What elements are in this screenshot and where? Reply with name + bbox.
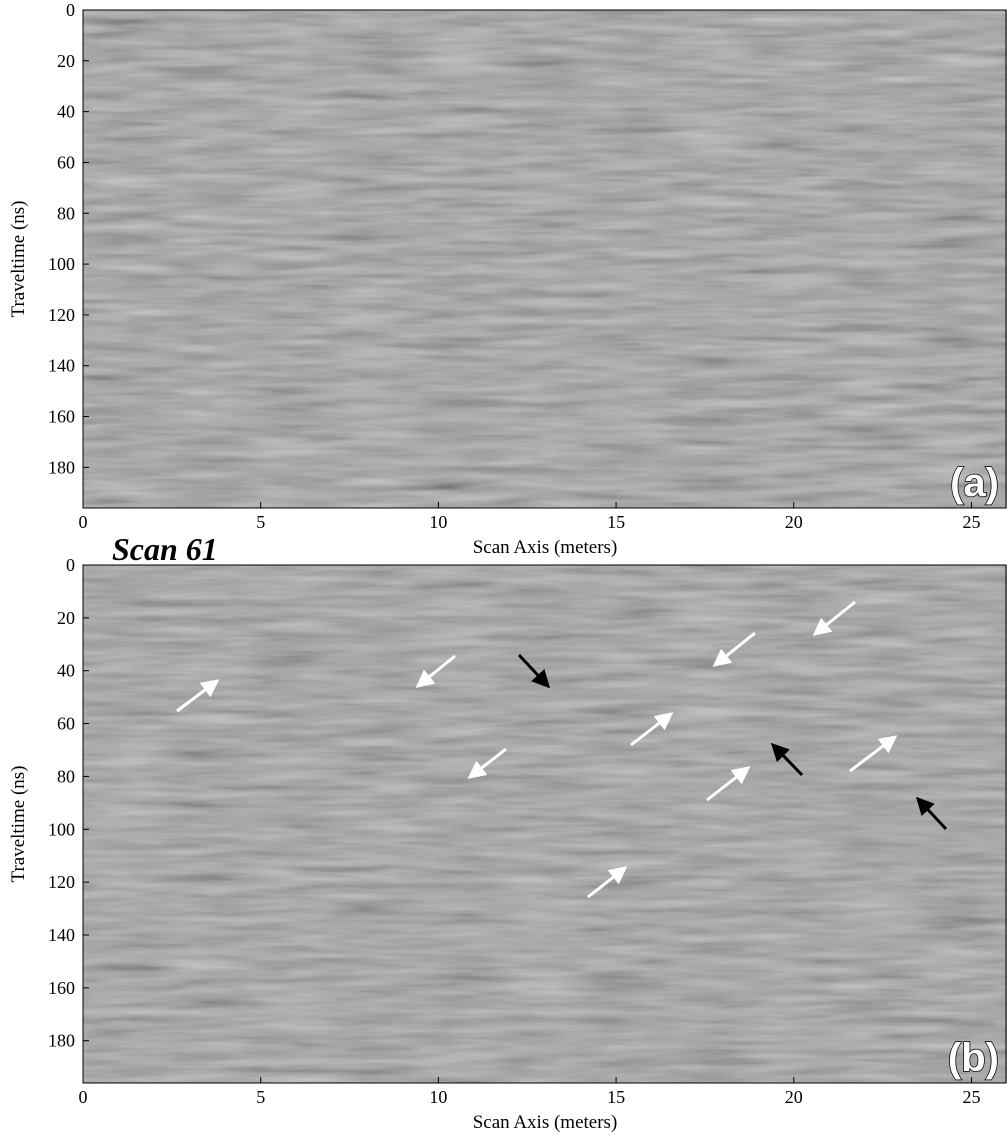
x-tick-label: 20 <box>785 1087 803 1107</box>
y-axis-label: Traveltime (ns) <box>8 766 29 883</box>
y-tick-label: 120 <box>48 872 75 892</box>
y-tick-label: 0 <box>66 555 75 575</box>
arrow <box>915 796 948 831</box>
panel-label: (a) <box>950 461 999 505</box>
arrow <box>706 766 751 802</box>
arrow <box>630 712 674 747</box>
y-tick-label: 60 <box>57 714 75 734</box>
y-tick-label: 0 <box>66 0 75 20</box>
x-tick-label: 15 <box>607 1087 625 1107</box>
x-tick-label: 20 <box>785 512 803 532</box>
y-tick-label: 100 <box>48 254 75 274</box>
arrow <box>770 742 804 777</box>
arrow <box>812 600 856 636</box>
y-tick-label: 140 <box>48 925 75 945</box>
y-tick-label: 40 <box>57 661 75 681</box>
y-tick-label: 80 <box>57 766 75 786</box>
y-axis-label: Traveltime (ns) <box>8 201 29 318</box>
y-tick-label: 180 <box>48 1031 75 1051</box>
scan-annotation: Scan 61 <box>112 531 218 567</box>
x-tick-label: 0 <box>79 1087 88 1107</box>
y-tick-label: 120 <box>48 305 75 325</box>
y-tick-label: 180 <box>48 457 75 477</box>
arrow <box>415 654 456 688</box>
arrow <box>712 631 756 667</box>
arrow <box>849 735 898 773</box>
y-tick-label: 160 <box>48 978 75 998</box>
radargram-texture <box>83 10 1007 508</box>
y-tick-label: 100 <box>48 819 75 839</box>
axes-frame <box>82 564 1007 1084</box>
arrow <box>517 653 551 689</box>
y-tick-label: 160 <box>48 407 75 427</box>
axes-frame <box>82 9 1007 509</box>
panel-label: (b) <box>948 1036 999 1080</box>
x-axis-label: Scan Axis (meters) <box>473 537 618 558</box>
arrow <box>587 866 628 899</box>
y-tick-label: 80 <box>57 203 75 223</box>
y-tick-label: 20 <box>57 608 75 628</box>
radargram-texture <box>83 565 1007 1083</box>
x-tick-label: 25 <box>962 1087 980 1107</box>
x-tick-label: 5 <box>256 1087 265 1107</box>
arrow <box>176 679 220 713</box>
x-tick-label: 5 <box>256 512 265 532</box>
x-tick-label: 10 <box>429 1087 447 1107</box>
y-tick-label: 140 <box>48 356 75 376</box>
y-tick-label: 20 <box>57 51 75 71</box>
x-axis-label: Scan Axis (meters) <box>473 1112 618 1133</box>
x-tick-label: 25 <box>962 512 980 532</box>
y-tick-label: 60 <box>57 152 75 172</box>
x-tick-label: 10 <box>429 512 447 532</box>
y-tick-label: 40 <box>57 102 75 122</box>
arrow <box>467 747 507 779</box>
x-tick-label: 15 <box>607 512 625 532</box>
x-tick-label: 0 <box>79 512 88 532</box>
